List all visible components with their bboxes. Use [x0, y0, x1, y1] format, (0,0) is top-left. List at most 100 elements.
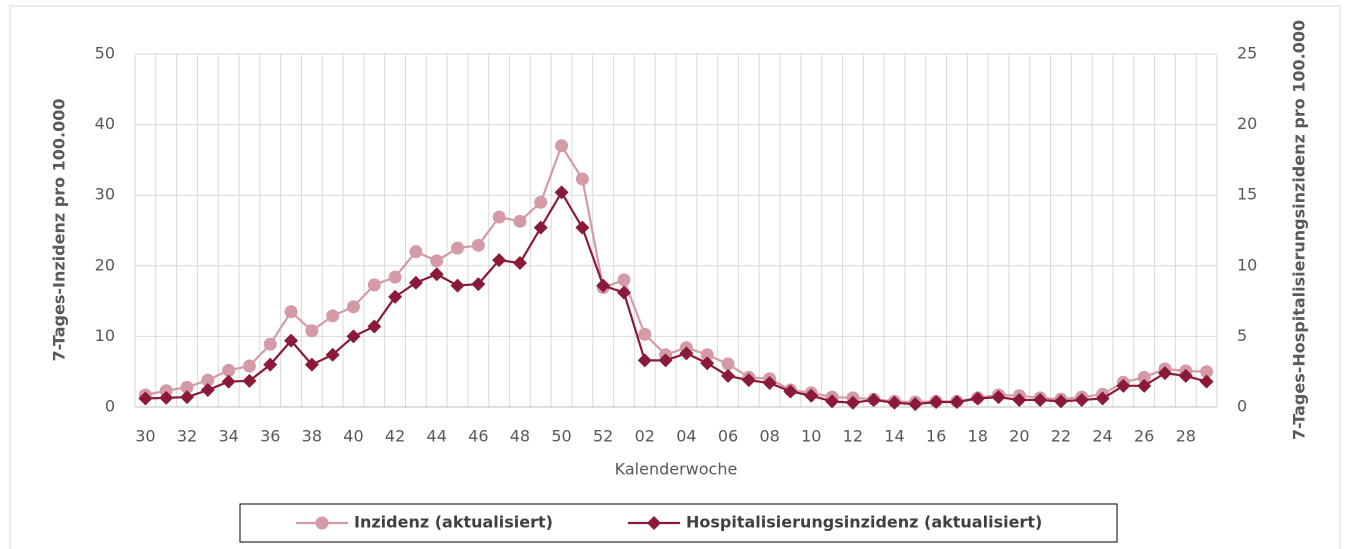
marker: [451, 241, 465, 255]
x-tick-label: 24: [1092, 427, 1112, 446]
marker: [616, 285, 631, 300]
marker: [284, 305, 298, 319]
x-tick-label: 02: [635, 427, 655, 446]
marker: [1074, 392, 1089, 407]
marker: [866, 392, 881, 407]
x-tick-label: 32: [177, 427, 197, 446]
marker: [617, 273, 631, 287]
marker: [304, 357, 319, 372]
y-tick-label: 40: [95, 114, 115, 133]
marker: [346, 329, 361, 344]
marker: [929, 395, 944, 410]
marker: [1033, 392, 1048, 407]
x-tick-label: 46: [468, 427, 488, 446]
marker: [637, 353, 652, 368]
marker: [138, 391, 153, 406]
x-tick-label: 42: [385, 427, 405, 446]
marker: [679, 346, 694, 361]
marker: [700, 348, 714, 362]
y-axis-title: 7-Tages-Inzidenz pro 100.000: [50, 98, 69, 361]
legend-marker: [315, 516, 329, 530]
marker: [222, 363, 236, 377]
x-tick-label: 52: [593, 427, 613, 446]
marker: [180, 390, 195, 405]
marker: [450, 278, 465, 293]
marker: [471, 277, 486, 292]
marker: [1157, 366, 1172, 381]
marker: [783, 384, 798, 399]
marker: [1200, 365, 1214, 379]
x-tick-label: 16: [926, 427, 946, 446]
x-tick-label: 04: [676, 427, 696, 446]
marker: [804, 388, 819, 403]
y2-tick-label: 25: [1237, 44, 1257, 63]
marker: [949, 395, 964, 410]
marker: [326, 309, 340, 323]
marker: [388, 270, 402, 284]
marker: [825, 394, 840, 409]
marker: [1137, 370, 1151, 384]
marker: [1137, 378, 1152, 393]
marker: [492, 253, 507, 268]
marker: [471, 238, 485, 252]
x-tick-label: 08: [759, 427, 779, 446]
marker: [513, 214, 527, 228]
marker: [1116, 378, 1131, 393]
x-tick-label: 12: [843, 427, 863, 446]
marker: [741, 373, 756, 388]
x-axis-title: Kalenderwoche: [615, 460, 738, 479]
marker: [242, 373, 257, 388]
legend-label: Hospitalisierungsinzidenz (aktualisiert): [686, 513, 1042, 532]
marker: [762, 375, 777, 390]
marker: [991, 390, 1006, 405]
marker: [242, 359, 256, 373]
marker: [555, 139, 569, 153]
grid: [134, 53, 1218, 408]
marker: [1178, 368, 1193, 383]
marker: [409, 245, 423, 259]
marker: [658, 353, 673, 368]
marker: [575, 220, 590, 235]
y-tick-label: 50: [95, 44, 115, 63]
marker: [346, 300, 360, 314]
y2-tick-label: 20: [1237, 114, 1257, 133]
marker: [700, 356, 715, 371]
marker: [533, 220, 548, 235]
marker: [325, 347, 340, 362]
marker: [575, 172, 589, 186]
legend-marker: [647, 516, 661, 530]
x-tick-label: 28: [1176, 427, 1196, 446]
marker: [721, 357, 735, 371]
marker: [159, 384, 173, 398]
legend-label: Inzidenz (aktualisiert): [354, 513, 553, 532]
marker: [200, 383, 215, 398]
marker: [554, 185, 569, 200]
marker: [430, 254, 444, 268]
x-tick-label: 22: [1051, 427, 1071, 446]
x-tick-label: 38: [302, 427, 322, 446]
series-line: [145, 143, 1207, 404]
marker: [305, 324, 319, 338]
marker: [284, 333, 299, 348]
x-tick-label: 20: [1009, 427, 1029, 446]
marker: [534, 195, 548, 209]
marker: [908, 397, 923, 412]
x-tick-label: 30: [135, 427, 155, 446]
marker: [596, 278, 611, 293]
marker: [512, 255, 527, 270]
chart-frame: [9, 5, 1341, 549]
marker: [638, 327, 652, 341]
x-tick-label: 10: [801, 427, 821, 446]
marker: [159, 390, 174, 405]
marker: [1095, 391, 1110, 406]
marker: [845, 395, 860, 410]
marker: [1053, 394, 1068, 409]
marker: [201, 373, 215, 387]
marker: [263, 337, 277, 351]
y2-tick-label: 10: [1237, 255, 1257, 274]
x-tick-label: 06: [718, 427, 738, 446]
marker: [492, 210, 506, 224]
y-tick-label: 10: [95, 326, 115, 345]
x-tick-label: 14: [884, 427, 904, 446]
